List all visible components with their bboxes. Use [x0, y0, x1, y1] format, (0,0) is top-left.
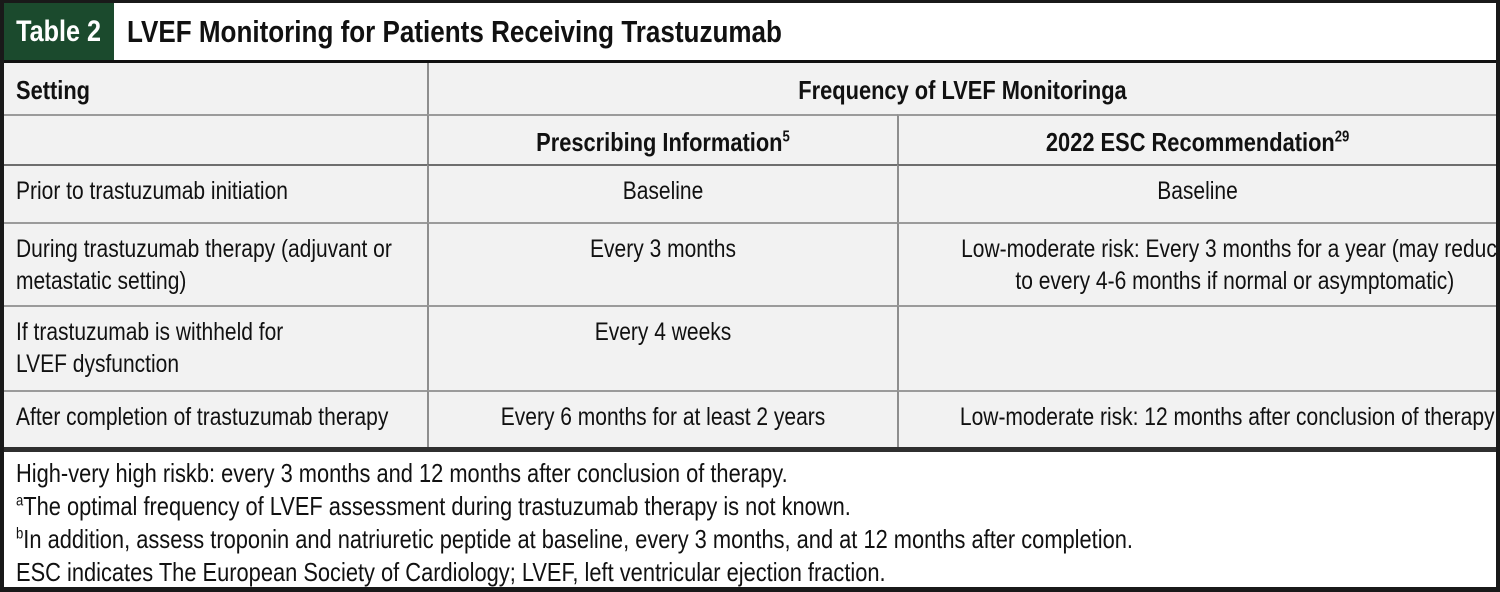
footnote-a: aThe optimal frequency of LVEF assessmen… [16, 491, 851, 521]
reference-superscript: 5 [782, 127, 790, 145]
table-row: Prior to trastuzumab initiation Baseline… [4, 164, 1496, 222]
footnote-b: bIn addition, assess troponin and natriu… [16, 524, 1133, 554]
table-bottom-divider [4, 447, 1496, 452]
footnote-marker: b [16, 525, 24, 543]
row3-esc-cell [897, 305, 1496, 390]
footnote-marker: a [16, 492, 24, 510]
setting-column-header: Setting [16, 75, 91, 105]
table-row: After completion of trastuzumab therapy … [4, 390, 1496, 447]
reference-superscript: 29 [1334, 127, 1350, 145]
row4-setting-cell: After completion of trastuzumab therapy [4, 390, 427, 447]
table-title: LVEF Monitoring for Patients Receiving T… [127, 13, 782, 49]
row1-esc-cell: Baseline [897, 164, 1496, 222]
row1-prescribing-cell: Baseline [427, 164, 897, 222]
row1-setting-cell: Prior to trastuzumab initiation [4, 164, 427, 222]
lvef-monitoring-table: Setting Frequency of LVEF Monitoringa Pr… [4, 63, 1496, 447]
title-bar: Table 2 LVEF Monitoring for Patients Rec… [4, 3, 1496, 60]
title-divider [4, 60, 1496, 63]
row2-esc-cell: Low-moderate risk: Every 3 months for a … [897, 222, 1496, 305]
esc-recommendation-header: 2022 ESC Recommendation29 [897, 114, 1496, 164]
table-header-row: Setting Frequency of LVEF Monitoringa [4, 63, 1496, 114]
table-number-badge: Table 2 [4, 3, 114, 60]
table-row: During trastuzumab therapy (adjuvant or … [4, 222, 1496, 305]
row3-setting-cell: If trastuzumab is withheld for LVEF dysf… [4, 305, 427, 390]
footnotes-section: High-very high riskb: every 3 months and… [4, 452, 1496, 587]
row2-setting-cell: During trastuzumab therapy (adjuvant or … [4, 222, 427, 305]
frequency-merged-header: Frequency of LVEF Monitoringa [427, 63, 1496, 114]
table-number-label: Table 2 [16, 14, 102, 48]
table-subheader-row: Prescribing Information5 2022 ESC Recomm… [4, 114, 1496, 164]
subheader-empty-cell [4, 114, 427, 164]
footnote-risk-note: High-very high riskb: every 3 months and… [16, 458, 788, 488]
table-row: If trastuzumab is withheld for LVEF dysf… [4, 305, 1496, 390]
footnote-abbreviations: ESC indicates The European Society of Ca… [16, 557, 886, 587]
row4-esc-cell: Low-moderate risk: 12 months after concl… [897, 390, 1496, 447]
row4-prescribing-cell: Every 6 months for at least 2 years [427, 390, 897, 447]
prescribing-information-header: Prescribing Information5 [427, 114, 897, 164]
row2-prescribing-cell: Every 3 months [427, 222, 897, 305]
row3-prescribing-cell: Every 4 weeks [427, 305, 897, 390]
